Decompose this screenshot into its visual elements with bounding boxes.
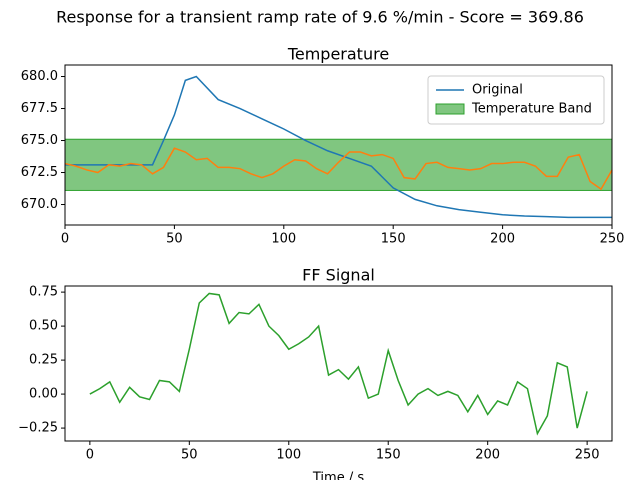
axes-frame (64, 285, 613, 442)
x-tick-label: 150 (376, 448, 401, 463)
x-tick-label: 250 (575, 448, 600, 463)
x-tick-label: 0 (86, 448, 94, 463)
series-line (64, 147, 613, 191)
legend-box (427, 75, 605, 125)
x-tick-label: 0 (61, 232, 69, 247)
y-tick-label: −0.25 (18, 421, 58, 436)
legend-label: Temperature Band (471, 102, 592, 117)
series-line (65, 75, 612, 219)
x-tick-label: 200 (490, 232, 515, 247)
axes-title: FF Signal (302, 266, 375, 285)
y-tick-label: 680.0 (21, 69, 58, 84)
y-tick-label: 670.0 (21, 197, 58, 212)
x-tick-label: 150 (381, 232, 406, 247)
figure-title: Response for a transient ramp rate of 9.… (56, 8, 584, 27)
x-tick-label: 50 (166, 232, 183, 247)
x-tick-label: 100 (276, 448, 301, 463)
axes-frame (64, 64, 613, 226)
x-axis-label: Time / s (312, 471, 364, 480)
legend-swatch (435, 103, 465, 115)
y-tick-label: 0.00 (29, 387, 58, 402)
y-tick-label: 672.5 (21, 165, 58, 180)
y-tick-label: 0.25 (29, 353, 58, 368)
y-tick-label: 675.0 (21, 133, 58, 148)
axes-title: Temperature (287, 45, 389, 64)
x-tick-label: 50 (181, 448, 198, 463)
y-tick-label: 677.5 (21, 101, 58, 116)
y-tick-label: 0.75 (29, 285, 58, 300)
legend-label: Original (472, 83, 523, 98)
x-tick-label: 200 (475, 448, 500, 463)
series-line (89, 292, 588, 436)
x-tick-label: 250 (600, 232, 625, 247)
temperature-band (64, 138, 613, 191)
x-tick-label: 100 (271, 232, 296, 247)
y-tick-label: 0.50 (29, 319, 58, 334)
